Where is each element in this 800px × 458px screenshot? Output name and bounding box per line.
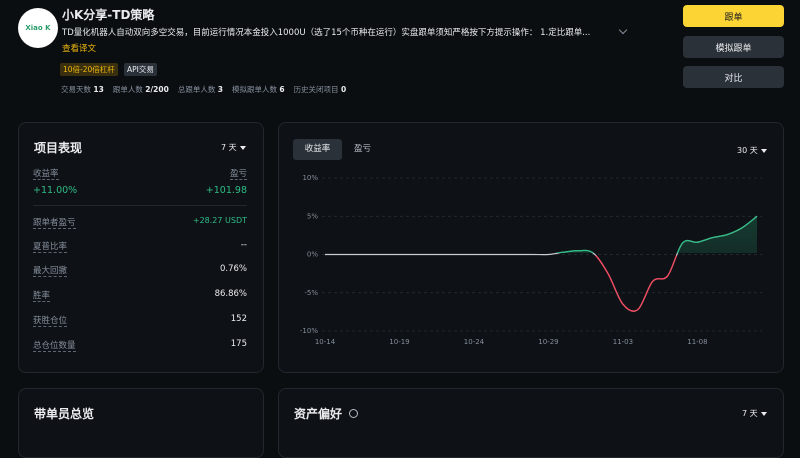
row-label: 夏普比率 (33, 242, 68, 253)
headline-label: 收益率 (33, 169, 59, 180)
avatar: Xiao K (18, 8, 58, 48)
stat: 模拟跟单人数 6 (232, 84, 285, 95)
period-dropdown[interactable]: 7 天 (742, 408, 767, 419)
translate-link[interactable]: 查看译文 (62, 44, 97, 54)
stat-label: 跟单人数 (112, 85, 143, 94)
avatar-text: Xiao K (25, 24, 51, 32)
tag: 10倍-20倍杠杆 (60, 63, 118, 76)
row-value: 86.86% (214, 289, 247, 299)
tab[interactable]: 盈亏 (354, 144, 372, 154)
row-label: 总仓位数量 (33, 341, 76, 352)
divider (33, 205, 247, 206)
period: 7 天 (221, 143, 237, 152)
caret (239, 145, 246, 150)
stat: 历史关闭项目 0 (294, 84, 347, 95)
headline-value: +11.00% (33, 185, 78, 196)
stat-label: 交易天数 (61, 85, 91, 94)
row-label: 胜率 (33, 291, 51, 302)
period-dropdown[interactable]: 30 天 (737, 145, 767, 156)
copy-button[interactable]: 跟单 (683, 5, 784, 27)
page: Xiao K 小K分享-TD策略 TD量化机器人自动双向多空交易，目前运行情况本… (18, 5, 784, 458)
tab-active[interactable]: 收益率 (293, 139, 342, 160)
tag: API交易 (124, 63, 157, 76)
period: 30 天 (737, 146, 758, 155)
caret (760, 148, 767, 153)
period: 7 天 (742, 409, 758, 418)
lead-overview-card (18, 388, 264, 458)
stat: 跟单人数 2/200 (113, 84, 169, 95)
stat-value: 2/200 (145, 85, 169, 94)
period-dropdown[interactable]: 7 天 (221, 142, 246, 153)
headline-value: +101.98 (205, 185, 247, 196)
compare-button[interactable]: 对比 (683, 66, 784, 88)
row-label: 最大回撤 (33, 266, 68, 277)
description: TD量化机器人自动双向多空交易，目前运行情况本金投入1000U（选了15个币种在… (62, 28, 591, 38)
stat-value: 3 (217, 85, 223, 94)
mock-copy-button[interactable]: 模拟跟单 (683, 36, 784, 58)
stat: 总跟单人数 3 (178, 84, 223, 95)
expand-chevron[interactable] (618, 25, 628, 35)
row-value: +28.27 USDT (192, 216, 247, 225)
stat-value: 6 (279, 85, 285, 94)
performance-card (18, 122, 264, 373)
caret (760, 411, 767, 416)
title: 小K分享-TD策略 (62, 8, 155, 22)
card-title: 资产偏好 (294, 407, 343, 421)
info-icon[interactable] (349, 409, 358, 418)
row-value: 0.76% (219, 264, 247, 274)
stat-value: 0 (340, 85, 347, 94)
asset-preference-card (278, 388, 784, 458)
stat: 交易天数 13 (61, 84, 104, 95)
row-value: 175 (230, 339, 247, 349)
headline-label: 盈亏 (229, 169, 247, 180)
stat-label: 总跟单人数 (177, 85, 216, 94)
card-title: 项目表现 (34, 141, 83, 155)
stat-value: 13 (93, 85, 104, 94)
row-label: 跟单者盈亏 (33, 218, 76, 229)
row-label: 获胜仓位 (33, 316, 68, 327)
row-value: -- (240, 240, 247, 250)
card-title: 带单员总览 (34, 407, 95, 421)
row-value: 152 (230, 314, 247, 324)
stat-label: 历史关闭项目 (293, 85, 339, 94)
stats: 交易天数 13 跟单人数 2/200 总跟单人数 3 模拟跟单人数 6 历史关闭… (61, 84, 346, 95)
stat-label: 模拟跟单人数 (231, 85, 277, 94)
